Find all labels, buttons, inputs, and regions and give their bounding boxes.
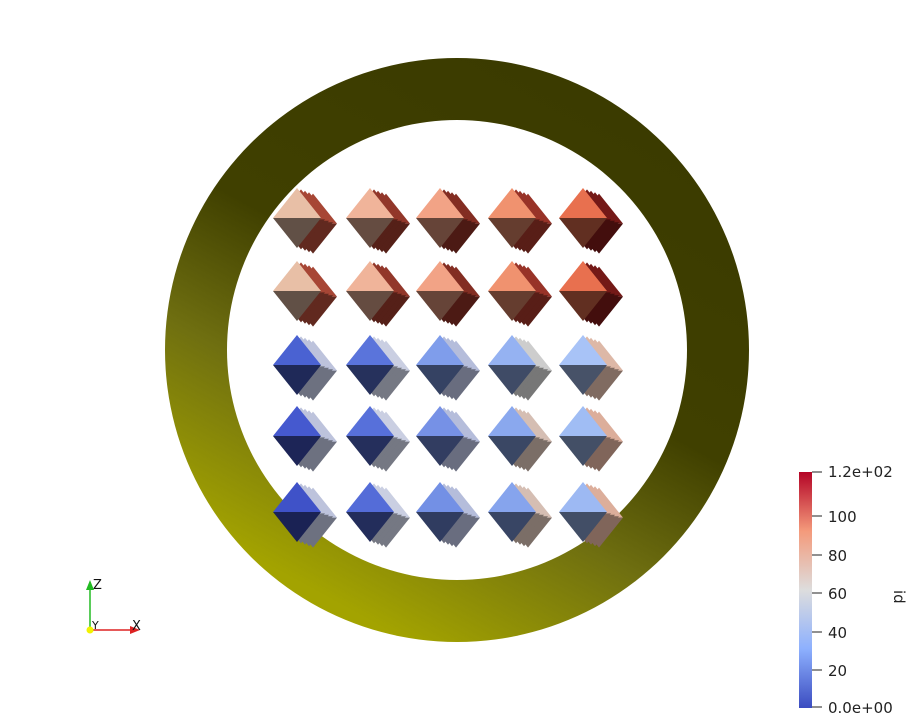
colorbar-title: id [890,590,908,604]
octahedron [416,261,464,321]
octahedron [273,335,321,395]
octahedron [273,482,321,542]
octahedron [346,335,394,395]
colorbar-tick-label-40: 40 [828,624,847,642]
octahedron [273,406,321,466]
octahedron [559,261,607,321]
colorbar-gradient [799,472,812,708]
octahedron [416,482,464,542]
octahedron [416,188,464,248]
octahedron [488,482,536,542]
octahedron [346,406,394,466]
octahedron [416,335,464,395]
octahedron [559,335,607,395]
octahedron [559,406,607,466]
octahedron [346,482,394,542]
octahedron-grid [273,188,623,548]
colorbar-tick-label-60: 60 [828,585,847,603]
octahedron [346,188,394,248]
z-axis-arrow [86,580,94,590]
z-axis-label: Z [93,578,102,593]
axes-triad: Z Y X [86,578,141,634]
octahedron [488,406,536,466]
x-axis-arrow [130,626,140,634]
octahedron [488,261,536,321]
octahedron [488,335,536,395]
colorbar-tick-label-20: 20 [828,662,847,680]
octahedron [416,406,464,466]
color-legend: 1.2e+02 100 80 60 40 20 0.0e+00 id [799,463,908,717]
x-axis-label: X [132,619,141,634]
colorbar-min-label: 0.0e+00 [828,699,893,717]
y-axis-label: Y [91,619,99,632]
colorbar-max-label: 1.2e+02 [828,463,893,481]
octahedron [273,261,321,321]
octahedron [273,188,321,248]
colorbar-tick-label-100: 100 [828,508,857,526]
octahedron [559,482,607,542]
octahedron [488,188,536,248]
colorbar-tick-label-80: 80 [828,547,847,565]
y-axis-dot [86,626,94,634]
octahedron [346,261,394,321]
octahedron [559,188,607,248]
